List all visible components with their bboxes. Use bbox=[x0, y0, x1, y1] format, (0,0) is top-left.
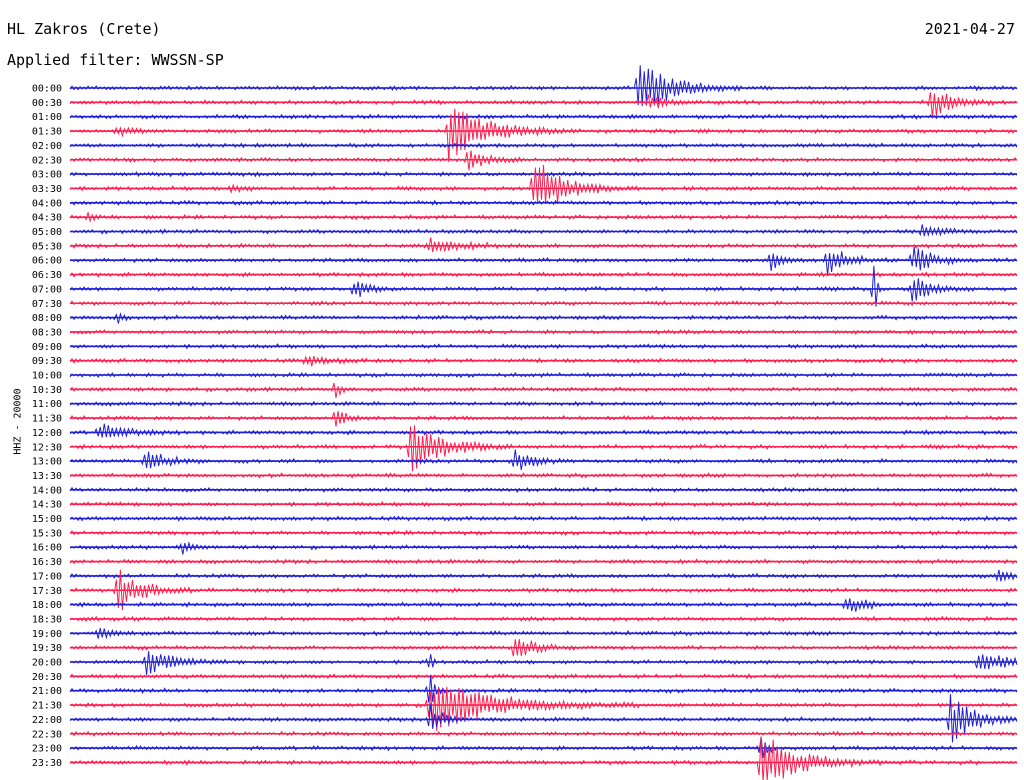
time-tick-label: 06:00 bbox=[32, 256, 62, 267]
time-tick-label: 03:30 bbox=[32, 184, 62, 195]
time-tick-label: 09:30 bbox=[32, 356, 62, 367]
time-tick-label: 23:00 bbox=[32, 744, 62, 755]
time-tick-label: 01:00 bbox=[32, 112, 62, 123]
time-tick-label: 06:30 bbox=[32, 270, 62, 281]
trace-row-2300 bbox=[69, 736, 1018, 758]
trace-row-0530 bbox=[69, 237, 1018, 253]
time-tick-label: 16:00 bbox=[32, 543, 62, 554]
time-tick-label: 13:00 bbox=[32, 457, 62, 468]
time-tick-label: 08:30 bbox=[32, 327, 62, 338]
trace-row-1600 bbox=[69, 541, 1018, 555]
time-tick-label: 18:30 bbox=[32, 614, 62, 625]
trace-row-0800 bbox=[69, 312, 1018, 324]
trace-row-2100 bbox=[69, 674, 1018, 703]
trace-row-0330 bbox=[69, 164, 1018, 204]
time-tick-label: 11:00 bbox=[32, 399, 62, 410]
trace-row-0030 bbox=[69, 92, 1018, 119]
time-tick-label: 10:00 bbox=[32, 371, 62, 382]
time-tick-label: 18:00 bbox=[32, 600, 62, 611]
time-tick-label: 15:00 bbox=[32, 514, 62, 525]
time-tick-label: 23:30 bbox=[32, 758, 62, 769]
time-tick-label: 12:00 bbox=[32, 428, 62, 439]
time-tick-label: 03:00 bbox=[32, 170, 62, 181]
trace-row-1030 bbox=[69, 382, 1018, 398]
time-tick-label: 14:00 bbox=[32, 485, 62, 496]
time-tick-label: 21:00 bbox=[32, 686, 62, 697]
time-tick-label: 15:30 bbox=[32, 528, 62, 539]
time-tick-label: 11:30 bbox=[32, 414, 62, 425]
trace-row-2330 bbox=[69, 736, 1018, 780]
trace-row-1200 bbox=[69, 423, 1018, 438]
time-tick-label: 09:00 bbox=[32, 342, 62, 353]
time-tick-label: 10:30 bbox=[32, 385, 62, 396]
time-tick-label: 19:30 bbox=[32, 643, 62, 654]
trace-row-1300 bbox=[69, 449, 1018, 471]
time-tick-label: 22:30 bbox=[32, 729, 62, 740]
time-tick-label: 12:30 bbox=[32, 442, 62, 453]
time-tick-label: 13:30 bbox=[32, 471, 62, 482]
station-title: HL Zakros (Crete) bbox=[7, 20, 161, 38]
time-tick-label: 05:30 bbox=[32, 241, 62, 252]
trace-row-0500 bbox=[69, 224, 1018, 238]
time-tick-label: 20:30 bbox=[32, 672, 62, 683]
time-tick-label: 22:00 bbox=[32, 715, 62, 726]
trace-row-0600 bbox=[69, 246, 1018, 276]
trace-row-1800 bbox=[69, 598, 1018, 612]
time-tick-label: 20:00 bbox=[32, 658, 62, 669]
time-tick-label: 02:00 bbox=[32, 141, 62, 152]
time-tick-label: 00:30 bbox=[32, 98, 62, 109]
time-tick-label: 02:30 bbox=[32, 155, 62, 166]
trace-row-2130 bbox=[69, 686, 1018, 731]
time-tick-label: 04:30 bbox=[32, 213, 62, 224]
date-label: 2021-04-27 bbox=[924, 20, 1015, 38]
time-tick-label: 08:00 bbox=[32, 313, 62, 324]
time-tick-label: 21:30 bbox=[32, 701, 62, 712]
time-tick-label: 17:00 bbox=[32, 571, 62, 582]
time-tick-label: 14:30 bbox=[32, 500, 62, 511]
filter-label: Applied filter: WWSSN-SP bbox=[7, 51, 224, 69]
time-tick-label: 16:30 bbox=[32, 557, 62, 568]
time-tick-label: 00:00 bbox=[32, 84, 62, 95]
time-tick-label: 19:00 bbox=[32, 629, 62, 640]
trace-row-0000 bbox=[69, 65, 1018, 107]
time-tick-label: 07:30 bbox=[32, 299, 62, 310]
time-tick-label: 05:00 bbox=[32, 227, 62, 238]
time-tick-label: 17:30 bbox=[32, 586, 62, 597]
time-tick-label: 07:00 bbox=[32, 284, 62, 295]
time-tick-label: 01:30 bbox=[32, 127, 62, 138]
time-tick-label: 04:00 bbox=[32, 198, 62, 209]
trace-row-2000 bbox=[69, 651, 1018, 675]
